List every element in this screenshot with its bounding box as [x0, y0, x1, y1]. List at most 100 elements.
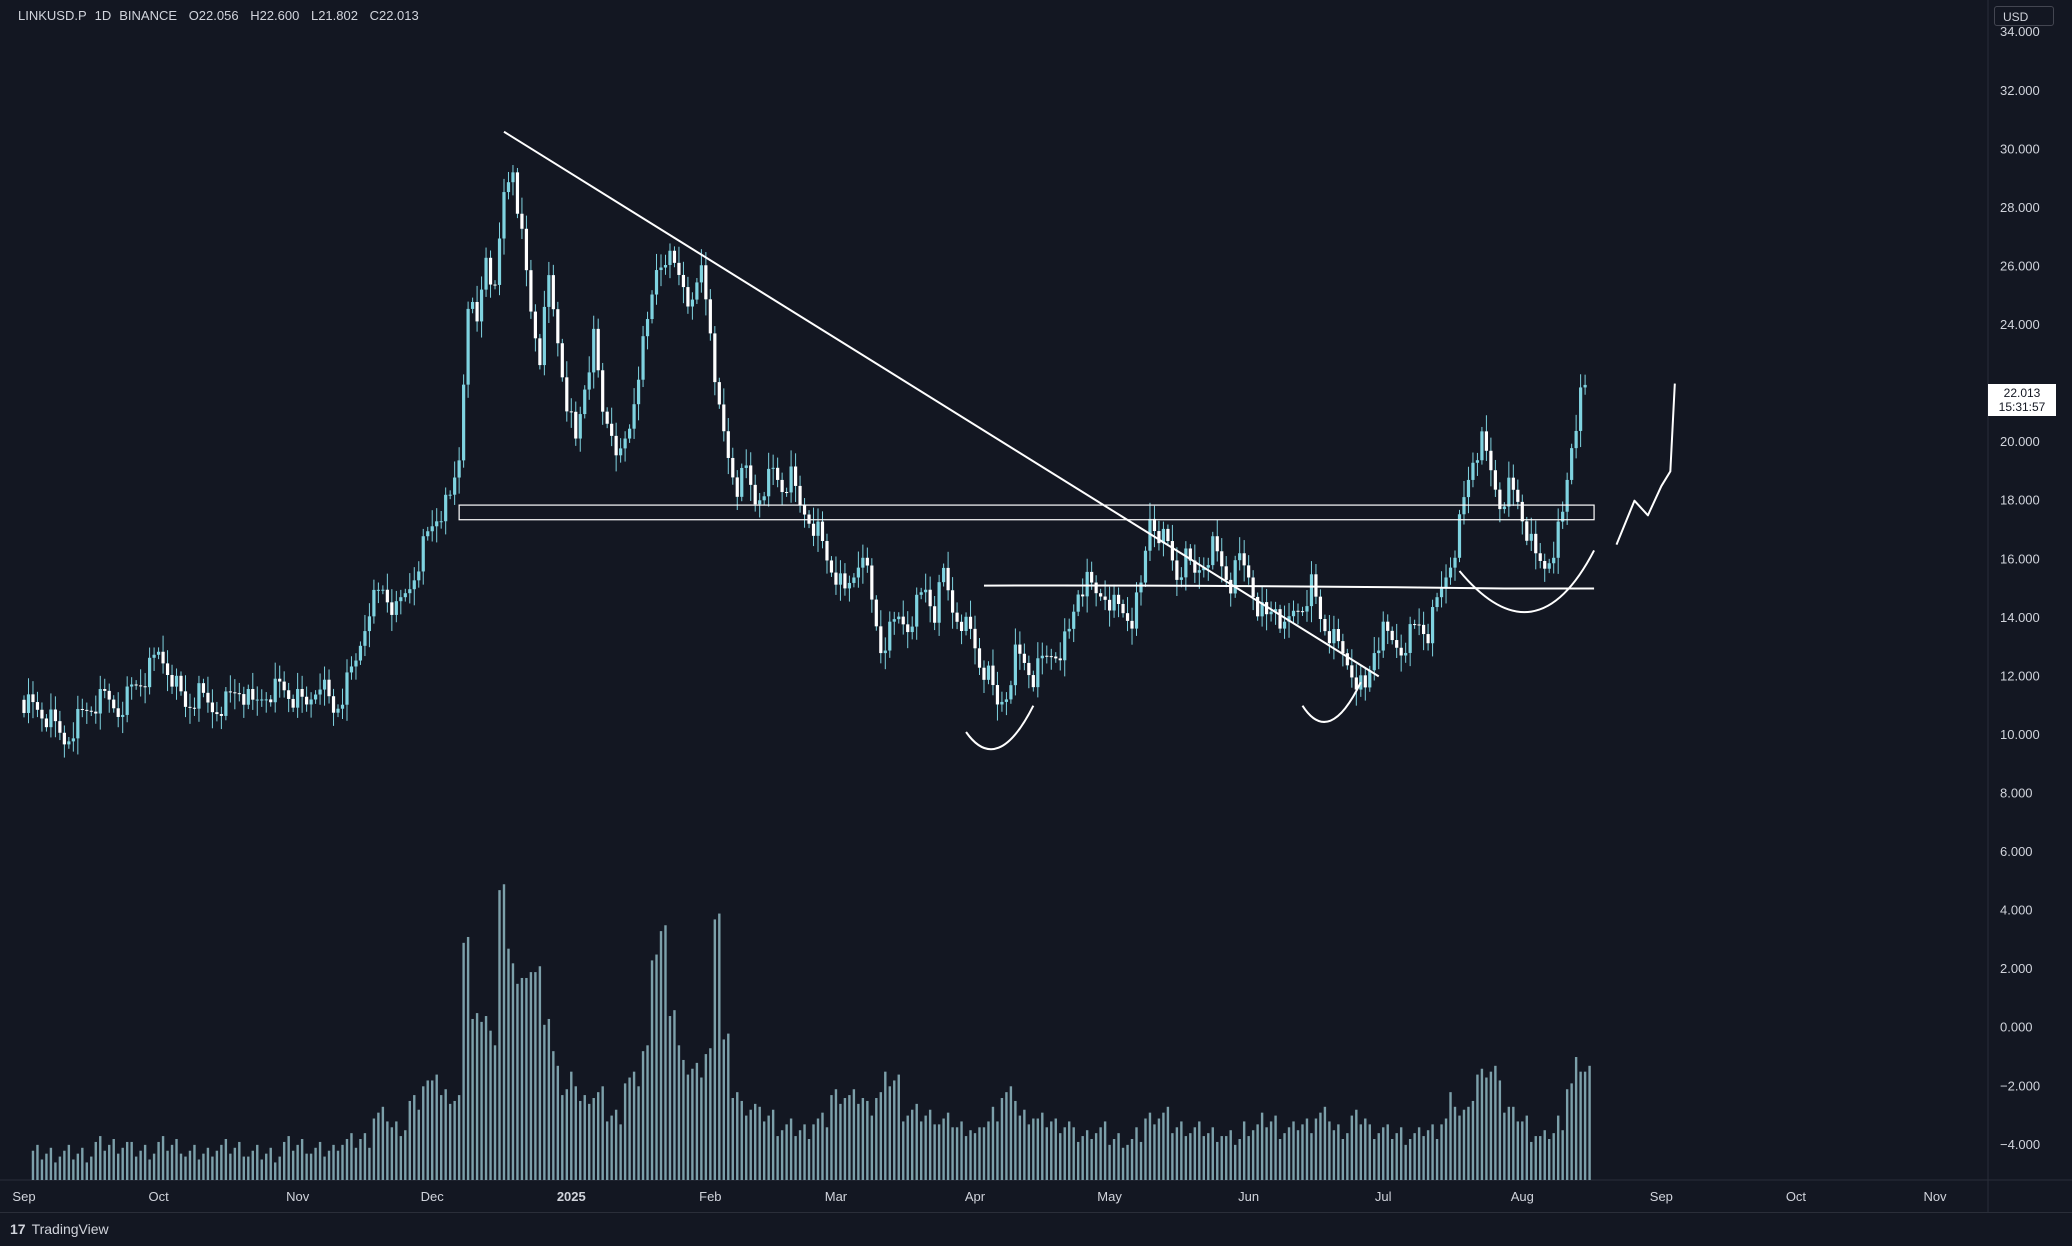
rounded-bottom-arc[interactable]: [965, 705, 1035, 751]
volume-bar: [291, 1150, 295, 1180]
candle-body: [1013, 644, 1017, 686]
rounded-bottom-arc[interactable]: [1458, 550, 1595, 614]
candle-body: [681, 274, 686, 288]
candle-body: [1269, 611, 1273, 615]
candle-body: [394, 601, 398, 615]
volume-bar: [296, 1144, 299, 1180]
volume-bar: [206, 1147, 210, 1180]
symbol-header: LINKUSD.P 1D BINANCE O22.056 H22.600 L21.8…: [18, 8, 427, 23]
volume-bar: [1184, 1136, 1188, 1180]
candle-body: [1022, 653, 1026, 663]
rounded-bottom-arc[interactable]: [1301, 681, 1362, 723]
candle-body: [331, 696, 336, 713]
candle-body: [690, 299, 695, 307]
volume-bar: [1426, 1130, 1430, 1180]
volume-bar: [233, 1147, 237, 1180]
candle-body: [1543, 560, 1547, 569]
volume-bar: [906, 1115, 909, 1180]
candle-body: [610, 423, 614, 436]
volume-bar: [58, 1156, 62, 1180]
resistance-zone[interactable]: [458, 504, 1595, 521]
volume-bar: [780, 1130, 784, 1180]
candle-body: [547, 275, 551, 307]
candle-body: [296, 689, 300, 708]
candle-body: [933, 606, 937, 623]
candle-body: [767, 468, 771, 497]
volume-bar: [1498, 1080, 1502, 1180]
volume-bar: [960, 1121, 963, 1180]
volume-bar: [937, 1124, 941, 1180]
price-axis[interactable]: 34.000 32.000 30.000 28.000 26.000 24.000 20.0…: [2000, 24, 2040, 1152]
candle-body: [1475, 460, 1480, 463]
volume-bar: [1489, 1071, 1493, 1180]
candle-body: [1139, 582, 1143, 593]
candle-body: [1408, 624, 1412, 653]
candle-body: [915, 594, 919, 627]
candle-body: [1511, 477, 1515, 490]
volume-bar: [619, 1124, 622, 1180]
volume-bar: [1018, 1115, 1022, 1180]
volume-bar: [1068, 1121, 1071, 1180]
candle-body: [601, 370, 605, 412]
volume-bar: [1278, 1139, 1282, 1180]
volume-bar: [1368, 1124, 1371, 1180]
candle-body: [152, 654, 156, 658]
volume-bar: [274, 1162, 277, 1180]
candle-body: [44, 718, 49, 728]
time-tick-label: Mar: [825, 1189, 848, 1204]
candle-body: [1072, 611, 1076, 629]
volume-bar: [1233, 1144, 1237, 1180]
price-chart[interactable]: 34.000 32.000 30.000 28.000 26.000 24.000 20.0…: [0, 0, 2072, 1212]
candle-body: [453, 477, 457, 495]
candle-body: [1175, 560, 1179, 580]
candle-body: [1256, 596, 1260, 617]
volume-bar: [1099, 1127, 1102, 1180]
support-line[interactable]: [983, 584, 1595, 590]
time-tick-label: May: [1097, 1189, 1122, 1204]
candle-body: [1193, 560, 1197, 573]
volume-bar: [857, 1103, 860, 1180]
time-axis[interactable]: Sep Oct Nov Dec 2025 Feb Mar Apr May Jun Jul Aug Sep…: [12, 1189, 1947, 1204]
volume-bar: [588, 1103, 591, 1180]
candle-body: [793, 466, 798, 486]
volume-bar: [1471, 1100, 1475, 1180]
interval[interactable]: 1D: [94, 8, 112, 23]
volume-bar: [964, 1136, 968, 1180]
currency-selector[interactable]: USD: [1994, 6, 2054, 26]
candle-body: [663, 264, 668, 268]
candle-body: [1036, 658, 1040, 688]
symbol-name[interactable]: LINKUSD.P: [18, 8, 87, 23]
volume-bar: [1359, 1124, 1363, 1180]
price-tick-label: 30.000: [2000, 141, 2040, 156]
user-drawings[interactable]: [458, 130, 1676, 751]
candle-body: [385, 589, 389, 603]
volume-bar: [175, 1139, 178, 1180]
candle-body: [798, 485, 802, 506]
volume-bar: [76, 1153, 80, 1180]
volume-bar: [256, 1144, 259, 1180]
candle-body: [444, 494, 448, 522]
volume-bar: [480, 1021, 483, 1180]
candle-body: [139, 685, 143, 687]
volume-bar: [1287, 1127, 1291, 1180]
volume-bar: [112, 1139, 115, 1180]
volume-bar: [1408, 1139, 1412, 1180]
tradingview-brand[interactable]: 17 TradingView: [10, 1221, 109, 1237]
volume-bar: [946, 1112, 950, 1180]
projection-path[interactable]: [1615, 383, 1676, 545]
candle-body: [148, 657, 152, 688]
volume-bar: [745, 1115, 748, 1180]
ohlc-open: O22.056: [188, 8, 239, 23]
volume-bar: [529, 972, 533, 1180]
candle-body: [1099, 593, 1103, 597]
volume-bar: [386, 1121, 389, 1180]
volume-bar: [893, 1080, 896, 1180]
candle-body: [551, 275, 555, 310]
volume-bar: [1216, 1141, 1219, 1180]
volume-bar: [525, 977, 528, 1180]
candle-body: [614, 435, 618, 456]
candle-body: [1103, 596, 1107, 600]
candle-body: [641, 336, 645, 380]
candle-body: [825, 541, 829, 561]
volume-bar: [641, 1051, 645, 1180]
